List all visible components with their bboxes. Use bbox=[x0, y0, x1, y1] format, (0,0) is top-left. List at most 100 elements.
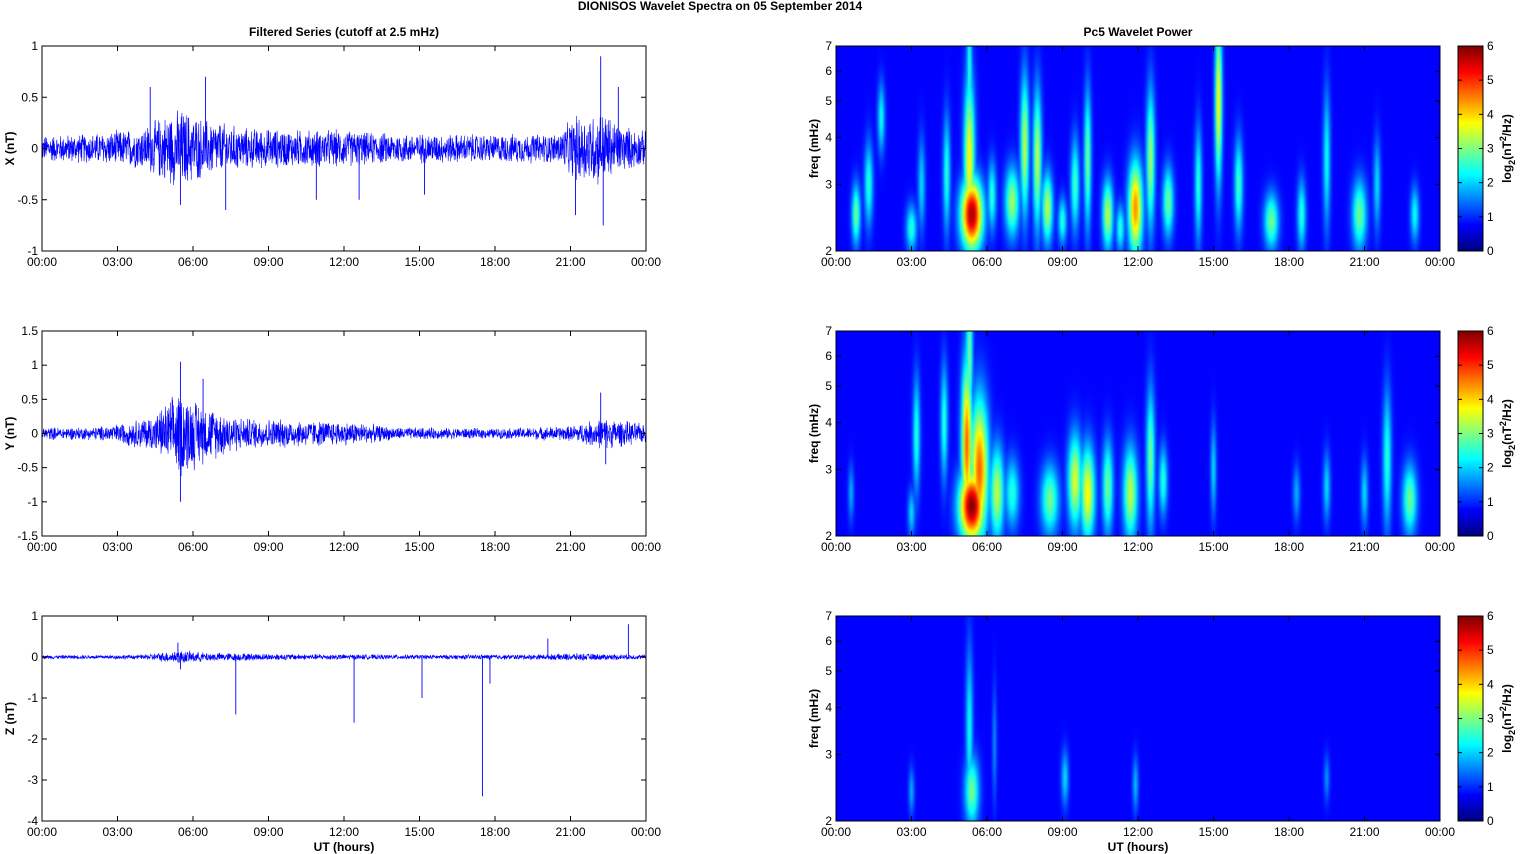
y-tick-label: -2 bbox=[27, 732, 38, 746]
y-tick-label: 3 bbox=[825, 178, 832, 192]
y-series-panel: 00:00 03:00 06:00 09:00 12:00 15:00 18:00 21:00… bbox=[3, 324, 661, 554]
x-tick-label: 00:00 bbox=[821, 540, 851, 554]
y-tick-label: -1 bbox=[27, 495, 38, 509]
y-tick-label: 4 bbox=[825, 131, 832, 145]
y-tick-label: 1 bbox=[31, 39, 38, 53]
x-tick-label: 18:00 bbox=[1274, 255, 1304, 269]
colorbar-tick-label: 5 bbox=[1487, 358, 1494, 372]
colorbar-gradient bbox=[1458, 46, 1483, 251]
y-tick-label: 2 bbox=[825, 814, 832, 828]
y-tick-label: 5 bbox=[825, 379, 832, 393]
x-tick-label: 15:00 bbox=[1198, 825, 1228, 839]
colorbar-tick-label: 4 bbox=[1487, 677, 1494, 691]
x-tick-label: 18:00 bbox=[1274, 540, 1304, 554]
y-tick-label: 7 bbox=[825, 324, 832, 338]
x-tick-label: 00:00 bbox=[631, 255, 661, 269]
y-tick-label: -0.5 bbox=[17, 193, 38, 207]
left-column-title: Filtered Series (cutoff at 2.5 mHz) bbox=[249, 25, 439, 39]
y-tick-label: 6 bbox=[825, 634, 832, 648]
colorbar-tick-label: 5 bbox=[1487, 643, 1494, 657]
colorbar-tick-label: 3 bbox=[1487, 427, 1494, 441]
y-tick-label: 7 bbox=[825, 609, 832, 623]
colorbar-label: log2(nT2/Hz) bbox=[1498, 114, 1517, 183]
z-series-plot-area bbox=[42, 616, 646, 821]
x-wavelet-panel: 00:00 03:00 06:00 09:00 12:00 15:00 18:00 21:00… bbox=[807, 39, 1517, 269]
y-tick-label: 0 bbox=[31, 650, 38, 664]
y-series-ylabel: Y (nT) bbox=[3, 417, 17, 451]
x-tick-label: 03:00 bbox=[102, 255, 132, 269]
colorbar-tick-label: 2 bbox=[1487, 461, 1494, 475]
x-tick-label: 09:00 bbox=[253, 255, 283, 269]
z-wavelet-colorbar: 0 1 2 3 4 5 6 log2(nT2/Hz) bbox=[1457, 609, 1517, 828]
x-tick-label: 09:00 bbox=[1047, 540, 1077, 554]
x-tick-label: 15:00 bbox=[1198, 540, 1228, 554]
colorbar-tick-label: 3 bbox=[1487, 142, 1494, 156]
right-column-title: Pc5 Wavelet Power bbox=[1084, 25, 1193, 39]
y-tick-label: 4 bbox=[825, 701, 832, 715]
colorbar-gradient bbox=[1458, 616, 1483, 821]
y-tick-label: 2 bbox=[825, 244, 832, 258]
y-tick-label: -1.5 bbox=[17, 529, 38, 543]
colorbar-tick-label: 2 bbox=[1487, 746, 1494, 760]
colorbar-tick-label: 0 bbox=[1487, 244, 1494, 258]
x-tick-label: 00:00 bbox=[1425, 540, 1455, 554]
z-wavelet-heatmap bbox=[836, 616, 1440, 821]
x-tick-label: 12:00 bbox=[329, 540, 359, 554]
z-series-panel: 00:00 03:00 06:00 09:00 12:00 15:00 18:00 21:00… bbox=[3, 609, 661, 839]
y-tick-label: 7 bbox=[825, 39, 832, 53]
y-tick-label: 0 bbox=[31, 427, 38, 441]
y-tick-label: 1.5 bbox=[21, 324, 38, 338]
x-tick-label: 00:00 bbox=[27, 825, 57, 839]
z-series-ylabel: Z (nT) bbox=[3, 702, 17, 735]
x-tick-label: 06:00 bbox=[178, 255, 208, 269]
colorbar-tick-label: 4 bbox=[1487, 107, 1494, 121]
x-tick-label: 18:00 bbox=[480, 255, 510, 269]
colorbar-tick-label: 6 bbox=[1487, 609, 1494, 623]
x-tick-label: 12:00 bbox=[1123, 540, 1153, 554]
x-tick-label: 00:00 bbox=[1425, 255, 1455, 269]
colorbar-tick-label: 3 bbox=[1487, 712, 1494, 726]
x-tick-label: 18:00 bbox=[480, 540, 510, 554]
colorbar-tick-label: 6 bbox=[1487, 324, 1494, 338]
colorbar-tick-label: 0 bbox=[1487, 814, 1494, 828]
x-tick-label: 21:00 bbox=[1349, 255, 1379, 269]
x-tick-label: 06:00 bbox=[972, 255, 1002, 269]
x-series-panel: 00:00 03:00 06:00 09:00 12:00 15:00 18:00 21:00… bbox=[3, 39, 661, 269]
colorbar-gradient bbox=[1458, 331, 1483, 536]
y-tick-label: 6 bbox=[825, 64, 832, 78]
x-axis-label-left: UT (hours) bbox=[314, 840, 375, 854]
x-tick-label: 18:00 bbox=[1274, 825, 1304, 839]
colorbar-tick-label: 1 bbox=[1487, 780, 1494, 794]
y-tick-label: 3 bbox=[825, 748, 832, 762]
x-wavelet-colorbar: 0 1 2 3 4 5 6 log2(nT2/Hz) bbox=[1457, 39, 1517, 258]
y-tick-label: 4 bbox=[825, 416, 832, 430]
y-series-trace bbox=[41, 396, 647, 477]
y-tick-label: -1 bbox=[27, 691, 38, 705]
x-tick-label: 06:00 bbox=[972, 540, 1002, 554]
y-tick-label: -4 bbox=[27, 814, 38, 828]
x-tick-label: 12:00 bbox=[329, 255, 359, 269]
y-tick-label: 1 bbox=[31, 609, 38, 623]
x-series-trace bbox=[41, 110, 647, 186]
colorbar-tick-label: 2 bbox=[1487, 176, 1494, 190]
x-tick-label: 12:00 bbox=[1123, 255, 1153, 269]
x-tick-label: 00:00 bbox=[1425, 825, 1455, 839]
x-tick-label: 03:00 bbox=[896, 255, 926, 269]
x-wavelet-heatmap bbox=[836, 46, 1440, 251]
x-tick-label: 06:00 bbox=[178, 825, 208, 839]
colorbar-tick-label: 1 bbox=[1487, 495, 1494, 509]
y-tick-label: 1 bbox=[31, 358, 38, 372]
y-tick-label: 6 bbox=[825, 349, 832, 363]
x-tick-label: 15:00 bbox=[404, 255, 434, 269]
y-tick-label: 0.5 bbox=[21, 90, 38, 104]
x-axis-label-right: UT (hours) bbox=[1108, 840, 1169, 854]
y-tick-label: 0 bbox=[31, 142, 38, 156]
y-tick-label: 3 bbox=[825, 463, 832, 477]
x-tick-label: 21:00 bbox=[1349, 825, 1379, 839]
x-tick-label: 03:00 bbox=[102, 540, 132, 554]
colorbar-tick-label: 4 bbox=[1487, 392, 1494, 406]
x-tick-label: 15:00 bbox=[404, 825, 434, 839]
colorbar-label: log2(nT2/Hz) bbox=[1498, 399, 1517, 468]
y-tick-label: 5 bbox=[825, 664, 832, 678]
